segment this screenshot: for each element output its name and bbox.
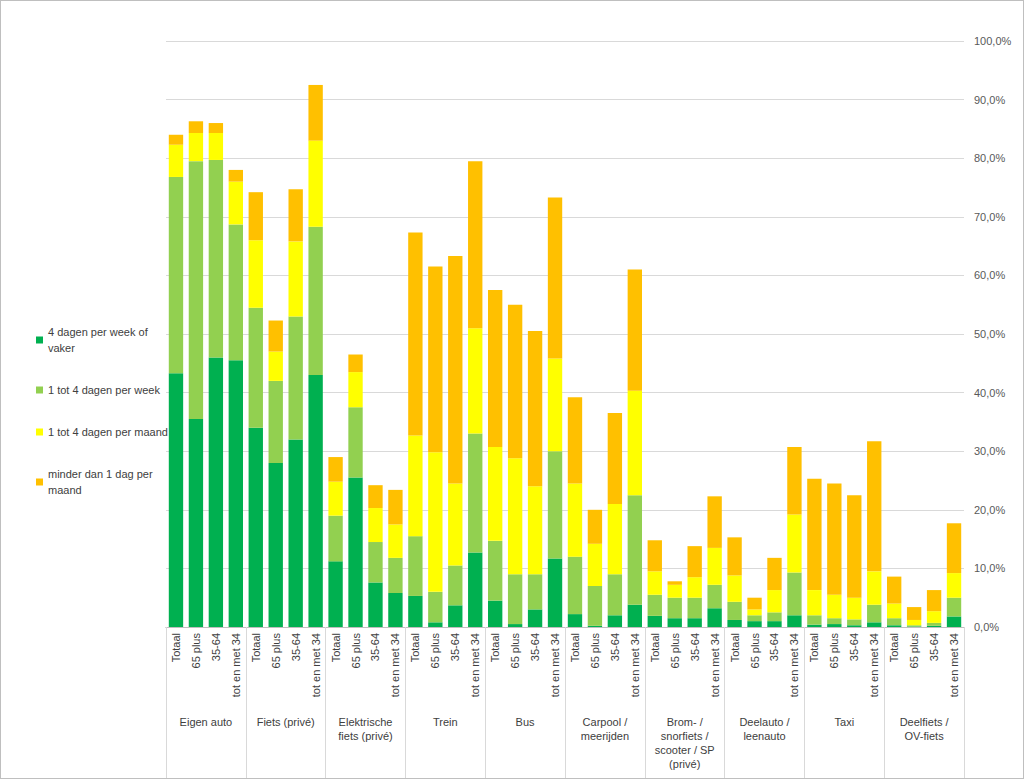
svg-text:35-64: 35-64: [529, 633, 541, 661]
svg-text:(privé): (privé): [669, 758, 700, 770]
svg-text:4 dagen per week of: 4 dagen per week of: [48, 326, 151, 338]
svg-text:Totaal: Totaal: [330, 633, 342, 662]
svg-text:Deelfiets /: Deelfiets /: [900, 716, 950, 728]
svg-text:Deelauto /: Deelauto /: [739, 716, 790, 728]
svg-text:Elektrische: Elektrische: [339, 716, 393, 728]
svg-text:0,0%: 0,0%: [974, 621, 999, 633]
svg-text:tot en met 34: tot en met 34: [310, 633, 322, 697]
svg-text:65 plus: 65 plus: [828, 633, 840, 669]
svg-text:Totaal: Totaal: [649, 633, 661, 662]
svg-text:35-64: 35-64: [449, 633, 461, 661]
svg-text:maand: maand: [48, 484, 82, 496]
svg-text:65 plus: 65 plus: [589, 633, 601, 669]
svg-text:vaker: vaker: [48, 342, 75, 354]
svg-text:Totaal: Totaal: [489, 633, 501, 662]
svg-text:OV-fiets: OV-fiets: [905, 730, 945, 742]
svg-text:60,0%: 60,0%: [974, 269, 1005, 281]
svg-text:65 plus: 65 plus: [908, 633, 920, 669]
svg-text:65 plus: 65 plus: [190, 633, 202, 669]
svg-text:80,0%: 80,0%: [974, 152, 1005, 164]
svg-text:leenauto: leenauto: [743, 730, 785, 742]
svg-text:Trein: Trein: [433, 716, 458, 728]
svg-text:35-64: 35-64: [290, 633, 302, 661]
svg-text:20,0%: 20,0%: [974, 504, 1005, 516]
svg-text:Fiets (privé): Fiets (privé): [257, 716, 315, 728]
svg-text:65 plus: 65 plus: [509, 633, 521, 669]
svg-text:35-64: 35-64: [369, 633, 381, 661]
svg-text:snorfiets /: snorfiets /: [661, 730, 710, 742]
svg-text:Bus: Bus: [516, 716, 535, 728]
svg-text:65 plus: 65 plus: [669, 633, 681, 669]
svg-text:Carpool /: Carpool /: [583, 716, 629, 728]
svg-text:minder dan 1 dag per: minder dan 1 dag per: [48, 468, 156, 480]
svg-text:tot en met 34: tot en met 34: [948, 633, 960, 697]
svg-text:tot en met 34: tot en met 34: [629, 633, 641, 697]
svg-text:35-64: 35-64: [928, 633, 940, 661]
svg-text:tot en met 34: tot en met 34: [549, 633, 561, 697]
svg-text:65 plus: 65 plus: [350, 633, 362, 669]
svg-text:100,0%: 100,0%: [974, 35, 1012, 47]
svg-text:35-64: 35-64: [210, 633, 222, 661]
svg-text:30,0%: 30,0%: [974, 445, 1005, 457]
svg-text:65 plus: 65 plus: [749, 633, 761, 669]
svg-text:tot en met 34: tot en met 34: [709, 633, 721, 697]
svg-text:50,0%: 50,0%: [974, 328, 1005, 340]
svg-text:Totaal: Totaal: [808, 633, 820, 662]
svg-text:65 plus: 65 plus: [429, 633, 441, 669]
svg-text:40,0%: 40,0%: [974, 387, 1005, 399]
svg-text:1 tot 4 dagen per week: 1 tot 4 dagen per week: [48, 384, 160, 396]
svg-text:Taxi: Taxi: [835, 716, 855, 728]
svg-text:35-64: 35-64: [609, 633, 621, 661]
svg-text:tot en met 34: tot en met 34: [230, 633, 242, 697]
svg-text:Totaal: Totaal: [729, 633, 741, 662]
svg-text:70,0%: 70,0%: [974, 211, 1005, 223]
svg-text:tot en met 34: tot en met 34: [469, 633, 481, 697]
svg-text:tot en met 34: tot en met 34: [868, 633, 880, 697]
svg-text:35-64: 35-64: [848, 633, 860, 661]
svg-text:Totaal: Totaal: [170, 633, 182, 662]
svg-text:Totaal: Totaal: [250, 633, 262, 662]
svg-text:35-64: 35-64: [689, 633, 701, 661]
svg-text:Totaal: Totaal: [409, 633, 421, 662]
svg-text:tot en met 34: tot en met 34: [389, 633, 401, 697]
svg-text:Totaal: Totaal: [569, 633, 581, 662]
svg-text:Brom- /: Brom- /: [667, 716, 704, 728]
svg-text:10,0%: 10,0%: [974, 562, 1005, 574]
svg-text:65 plus: 65 plus: [270, 633, 282, 669]
svg-text:tot en met 34: tot en met 34: [788, 633, 800, 697]
svg-text:scooter / SP: scooter / SP: [655, 744, 715, 756]
svg-text:1 tot 4 dagen per maand: 1 tot 4 dagen per maand: [48, 426, 168, 438]
svg-text:90,0%: 90,0%: [974, 94, 1005, 106]
svg-text:35-64: 35-64: [768, 633, 780, 661]
svg-text:Eigen auto: Eigen auto: [180, 716, 233, 728]
svg-text:fiets (privé): fiets (privé): [338, 730, 392, 742]
svg-text:Totaal: Totaal: [888, 633, 900, 662]
svg-text:meerijden: meerijden: [581, 730, 629, 742]
